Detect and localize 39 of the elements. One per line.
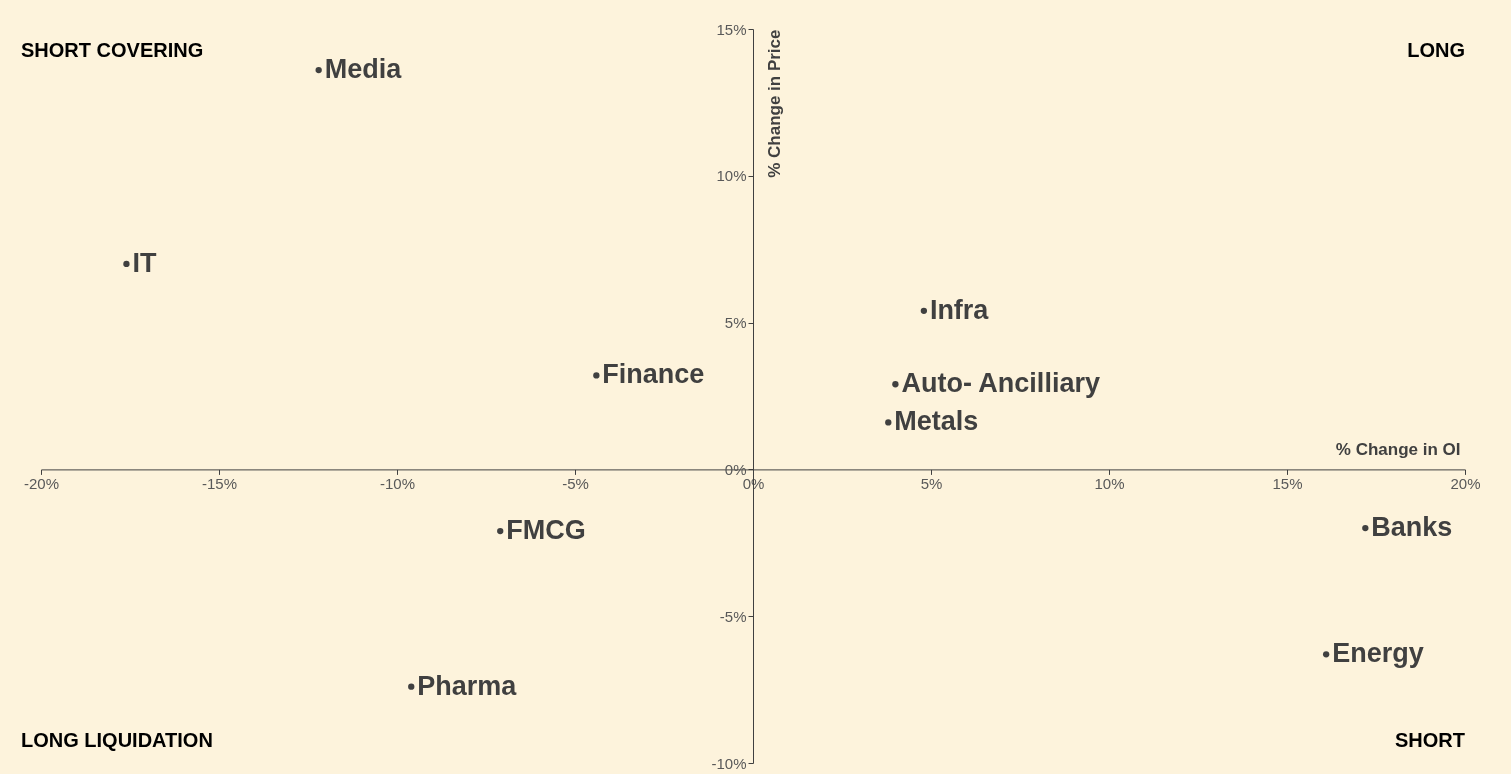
series-label: FMCG bbox=[506, 515, 586, 546]
series-label: Pharma bbox=[417, 670, 518, 701]
x-tick-label: 15% bbox=[1272, 474, 1303, 492]
x-tick-label: -15% bbox=[201, 474, 238, 492]
series-label: Infra bbox=[929, 294, 990, 325]
point bbox=[123, 260, 130, 268]
series-label: Metals bbox=[894, 406, 979, 437]
x-tick-label: 5% bbox=[920, 474, 943, 492]
annotation: LONG LIQUIDATION bbox=[21, 729, 213, 751]
x-axis-title: % Change in OI bbox=[1335, 439, 1461, 459]
point bbox=[593, 372, 600, 379]
y-tick-label: 15% bbox=[716, 20, 747, 38]
annotation: LONG bbox=[1407, 39, 1465, 61]
x-tick-label: -5% bbox=[562, 474, 589, 492]
series-label: Auto- Ancilliary bbox=[901, 368, 1100, 399]
x-tick-label: 10% bbox=[1094, 474, 1125, 492]
y-tick-label: -10% bbox=[711, 754, 747, 772]
series-label: Banks bbox=[1371, 512, 1453, 543]
y-tick-label: 10% bbox=[716, 167, 747, 185]
point bbox=[892, 381, 899, 388]
point bbox=[497, 527, 504, 535]
point bbox=[315, 66, 322, 74]
y-tick-label: 5% bbox=[724, 314, 747, 332]
x-tick-label: -10% bbox=[379, 474, 416, 492]
point bbox=[920, 307, 928, 315]
annotation: SHORT bbox=[1395, 729, 1465, 751]
series-label: Energy bbox=[1332, 638, 1424, 669]
y-tick-label: -5% bbox=[719, 607, 747, 625]
point bbox=[1362, 524, 1369, 532]
point bbox=[408, 683, 415, 690]
series-label: Media bbox=[324, 54, 403, 85]
x-tick-label: -20% bbox=[23, 474, 60, 492]
point bbox=[885, 419, 892, 426]
point bbox=[1323, 651, 1330, 658]
series-label: IT bbox=[132, 247, 157, 278]
annotation: SHORT COVERING bbox=[21, 39, 204, 61]
x-tick-label: 20% bbox=[1450, 474, 1481, 492]
y-axis-title: % Change in Price bbox=[764, 29, 784, 178]
series-label: Finance bbox=[602, 359, 705, 390]
